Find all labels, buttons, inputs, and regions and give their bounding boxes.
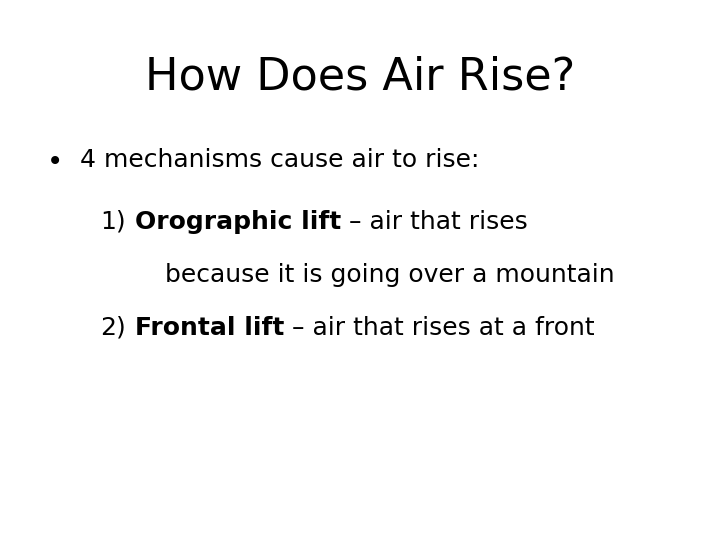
Text: Frontal lift: Frontal lift	[135, 316, 284, 340]
Text: Orographic lift: Orographic lift	[135, 210, 341, 234]
Text: – air that rises: – air that rises	[341, 210, 528, 234]
Text: 4 mechanisms cause air to rise:: 4 mechanisms cause air to rise:	[80, 148, 480, 172]
Text: – air that rises at a front: – air that rises at a front	[284, 316, 595, 340]
Text: •: •	[47, 148, 63, 176]
Text: How Does Air Rise?: How Does Air Rise?	[145, 55, 575, 98]
Text: 2): 2)	[100, 316, 126, 340]
Text: because it is going over a mountain: because it is going over a mountain	[165, 263, 615, 287]
Text: 1): 1)	[100, 210, 125, 234]
